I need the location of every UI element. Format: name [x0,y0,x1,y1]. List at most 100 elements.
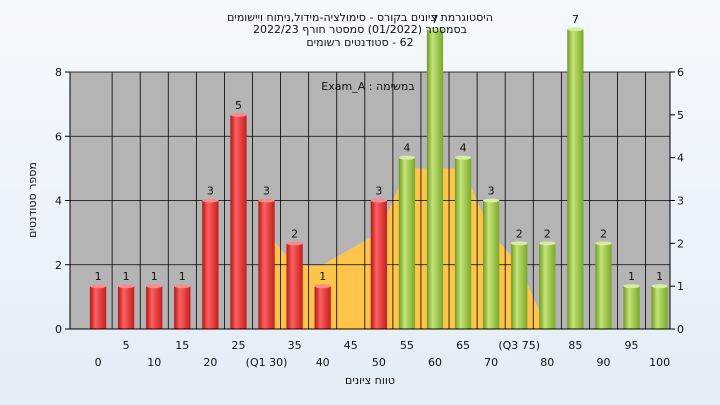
bar-cap [595,241,612,246]
bar-value-label: 5 [235,99,242,112]
bar-cap [286,241,303,246]
chart-title-line-1: היסטוגרמת ציונים בקורס - סימולציה-מידול,… [227,11,493,24]
x-tick-label: (Q3 75) [498,339,540,352]
bar-value-label: 1 [95,270,102,283]
bar-value-label: 1 [319,270,326,283]
bar-value-label: 1 [151,270,158,283]
bar-cap [454,155,472,160]
y-tick-label-left: 6 [55,130,62,143]
bar [539,243,556,329]
bar-value-label: 1 [628,270,635,283]
bar [567,29,584,330]
bar-value-label: 2 [291,227,298,240]
y-tick-label-left: 8 [55,66,62,79]
bar-value-label: 1 [656,270,663,283]
bar-cap [483,198,500,203]
bar-value-label: 2 [544,227,551,240]
x-tick-label: 100 [649,356,670,369]
y-tick-label-right: 4 [677,152,684,165]
bar [595,243,612,329]
bar-cap [258,198,275,203]
bar-value-label: 7 [572,13,579,26]
bar [146,286,163,329]
x-tick-label: 25 [231,339,245,352]
bar-cap [314,284,331,289]
bar [651,286,668,329]
x-tick-label: 55 [400,339,414,352]
bar [202,200,219,329]
y-tick-label-right: 3 [677,195,684,208]
bar-cap [511,241,528,246]
bar [174,286,191,329]
bar-value-label: 4 [403,142,410,155]
bar-value-label: 1 [123,270,130,283]
y-tick-label-right: 0 [677,323,684,336]
x-axis-title: טווח ציונים [345,374,395,387]
bar [511,243,528,329]
bar-value-label: 4 [460,142,467,155]
bar [426,29,444,330]
y-tick-label-right: 5 [677,109,684,122]
bar-cap [370,198,387,203]
bar [370,200,387,329]
bar-value-label: 3 [488,185,495,198]
chart-title-line-3: 62 - סטודנטים רשומים [306,36,413,49]
bar-value-label: 1 [179,270,186,283]
bar [454,157,472,329]
x-tick-label: 70 [484,356,498,369]
x-tick-label: 45 [344,339,358,352]
bar-cap [118,284,135,289]
x-tick-label: 80 [540,356,554,369]
bar [258,200,275,329]
x-tick-label: 40 [316,356,330,369]
y-tick-label-left: 4 [55,195,62,208]
bar [398,157,416,329]
bar-cap [398,155,416,160]
bar [230,114,247,329]
x-tick-label: 10 [147,356,161,369]
bar-cap [89,284,107,289]
x-tick-label: 5 [123,339,130,352]
bar [314,286,331,329]
bar-cap [146,284,163,289]
bar-cap [230,112,247,117]
y-tick-label-left: 0 [55,323,62,336]
bar [118,286,135,329]
bar [89,286,107,329]
x-tick-label: 50 [372,356,386,369]
x-tick-label: 15 [175,339,189,352]
x-tick-label: (Q1 30) [246,356,288,369]
y-tick-label-right: 1 [677,280,684,293]
chart-annotation: במשימה : Exam_A [321,80,414,93]
x-tick-label: 35 [288,339,302,352]
bar [483,200,500,329]
bar-value-label: 2 [516,227,523,240]
bar [623,286,640,329]
bar-cap [426,27,444,32]
bar-value-label: 7 [431,13,438,26]
bar-cap [623,284,640,289]
x-tick-label: 90 [596,356,610,369]
bar-cap [539,241,556,246]
y-axis-title: מספר סטודנטים [26,162,39,238]
bar-value-label: 3 [375,185,382,198]
x-tick-label: 65 [456,339,470,352]
bar-value-label: 3 [263,185,270,198]
bar-value-label: 3 [207,185,214,198]
y-tick-label-left: 2 [55,259,62,272]
bar-value-label: 2 [600,227,607,240]
y-tick-label-right: 6 [677,66,684,79]
x-tick-label: 0 [95,356,102,369]
bar-cap [567,27,584,32]
bar [286,243,303,329]
x-tick-label: 95 [625,339,639,352]
bar-cap [202,198,219,203]
x-tick-label: 85 [568,339,582,352]
x-tick-label: 60 [428,356,442,369]
x-tick-label: 20 [203,356,217,369]
bar-cap [174,284,191,289]
y-tick-label-right: 2 [677,237,684,250]
chart-title-line-2: בסמסטר (01/2022) סמסטר חורף 2022/23 [253,23,467,36]
